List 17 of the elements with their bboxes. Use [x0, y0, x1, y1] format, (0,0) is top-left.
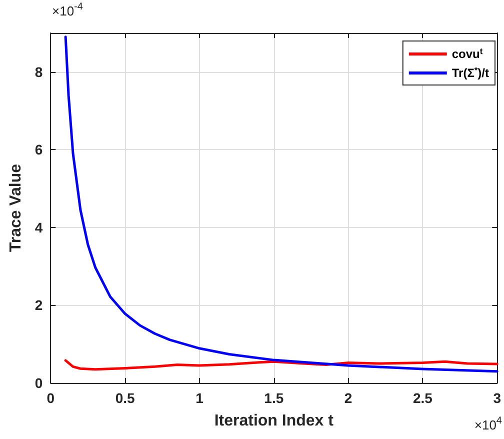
- legend-label: Tr(Σ*)/t: [452, 65, 490, 80]
- x-tick-label: 1: [196, 390, 204, 406]
- line-series: [64, 36, 498, 373]
- x-tick-label: 1.5: [264, 390, 284, 406]
- x-tick-label: 2: [344, 390, 352, 406]
- x-tick-label: 2.5: [412, 390, 433, 406]
- y-tick-label: 8: [34, 64, 43, 80]
- x-axis-title: Iteration Index t: [214, 412, 334, 430]
- y-tick-label: 2: [34, 297, 43, 314]
- y-tick-label: 6: [34, 142, 43, 158]
- x-tick-label: 3: [493, 390, 502, 406]
- y-tick-label: 0: [34, 375, 43, 391]
- x-tick-label: 0: [46, 390, 55, 406]
- x-tick-label: 0.5: [115, 390, 136, 406]
- y-axis-title: Trace Value: [8, 164, 24, 252]
- line-series: [64, 359, 498, 371]
- y-tick-label: 4: [34, 219, 43, 236]
